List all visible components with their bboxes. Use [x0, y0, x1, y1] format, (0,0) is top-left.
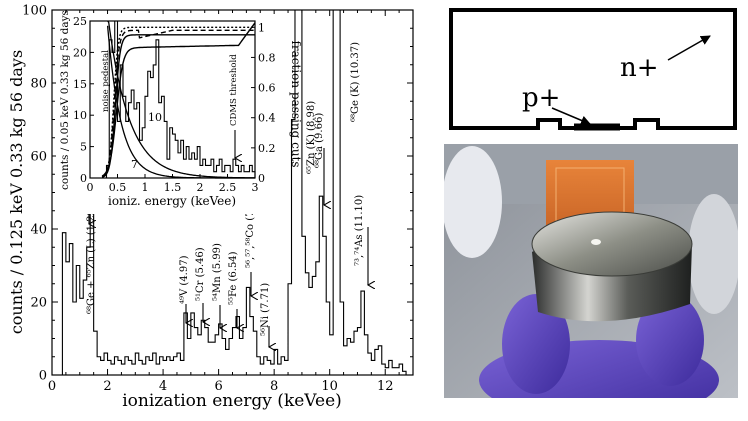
detector-diagram: p+ n+ [449, 8, 737, 131]
inset-y-tick-right-label: 1 [258, 21, 265, 34]
peak-annotation: ⁶⁵Zn (K) (8.98) [306, 101, 317, 174]
inset-x-tick-label: 0.5 [109, 181, 127, 194]
p-plus-label: p+ [522, 83, 560, 113]
detector-photo [444, 144, 738, 398]
cdms-threshold-label: CDMS threshold [229, 54, 239, 126]
inset-x-tick-label: 3 [252, 181, 259, 194]
p-contact-arrow [551, 107, 591, 126]
inset-histogram-series [105, 20, 256, 178]
efficiency-curve-solid [101, 34, 255, 178]
y-tick-label: 80 [30, 77, 47, 92]
background-curve-7 [106, 25, 255, 179]
inset-y-tick-label: 20 [73, 46, 87, 59]
x-tick-label: 12 [377, 379, 394, 394]
peak-annotation: ⁵⁴Mn (5.99) [212, 243, 223, 301]
y-tick-label: 40 [30, 223, 47, 238]
curve-7-label: 7 [131, 158, 138, 171]
x-tick-label: 4 [159, 379, 167, 394]
efficiency-curve-threshold [101, 22, 256, 177]
inset-y-axis-right-label: fraction passing cuts [289, 40, 303, 167]
y-tick-label: 20 [30, 296, 47, 311]
photo-illustration [444, 144, 738, 398]
curve-10-label: 10 [148, 111, 162, 124]
efficiency-curve-dotted [101, 26, 255, 178]
inset-x-axis-label: ioniz. energy (keVee) [108, 194, 236, 208]
y-tick-label: 100 [22, 4, 47, 19]
inset-x-tick-label: 2.5 [219, 181, 237, 194]
inset-y-tick-right-label: 0.6 [258, 82, 276, 95]
peak-annotation: ⁷³,⁷⁴As (11.10) [354, 195, 365, 266]
x-tick-label: 6 [214, 379, 222, 394]
inset-y-tick-label: 15 [73, 78, 87, 91]
inset-x-tick-label: 2 [197, 181, 204, 194]
inset-y-tick-label: 0 [80, 172, 87, 185]
peak-annotation: ⁵⁶,⁵⁷,⁵⁸Co (7.11) [245, 191, 256, 268]
y-axis-label: counts / 0.125 keV 0.33 kg 56 days [7, 50, 26, 334]
peak-annotation: ⁴⁹V (4.97) [179, 255, 190, 304]
main-histogram-series [61, 9, 407, 375]
x-axis-label: ionization energy (keVee) [122, 391, 342, 411]
y-tick-label: 0 [39, 369, 47, 384]
x-tick-label: 2 [103, 379, 111, 394]
inset-x-tick-label: 1.5 [164, 181, 182, 194]
n-plus-label: n+ [620, 53, 659, 83]
inset-x-tick-label: 0 [87, 181, 94, 194]
efficiency-curve-dashed [101, 29, 255, 178]
peak-annotation: ⁵⁶Ni (7.71) [260, 283, 271, 336]
inset-y-tick-right-label: 0.8 [258, 51, 276, 64]
inset-y-axis-label: counts / 0.05 keV 0.33 kg 56 days [59, 10, 71, 190]
peak-annotation: ⁵¹Cr (5.46) [195, 247, 206, 301]
peak-annotation: ⁶⁸Ge + ⁶⁵Zn (L) (1.29+1.1) [86, 181, 97, 314]
peak-annotation: ⁵⁵Fe (6.54) [228, 251, 239, 305]
inset-y-tick-right-label: 0 [258, 172, 265, 185]
x-tick-label: 0 [48, 379, 56, 394]
y-tick-label: 60 [30, 150, 47, 165]
detector-outline [449, 8, 737, 130]
inset-x-tick-label: 1 [142, 181, 149, 194]
inset-y-tick-label: 25 [73, 15, 87, 28]
x-tick-label: 10 [321, 379, 338, 394]
n-contact-arrow [667, 35, 711, 61]
inset-y-tick-right-label: 0.2 [258, 142, 276, 155]
peak-annotation: ⁶⁸Ga (9.66) [314, 113, 325, 168]
inset-y-tick-label: 10 [73, 109, 87, 122]
peak-annotation: ⁶⁸Ge (K) (10.37) [350, 42, 361, 122]
x-tick-label: 8 [270, 379, 278, 394]
noise-pedestal-label: noise pedestal [101, 50, 111, 112]
inset-y-tick-label: 5 [80, 141, 87, 154]
inset-y-tick-right-label: 0.4 [258, 112, 276, 125]
